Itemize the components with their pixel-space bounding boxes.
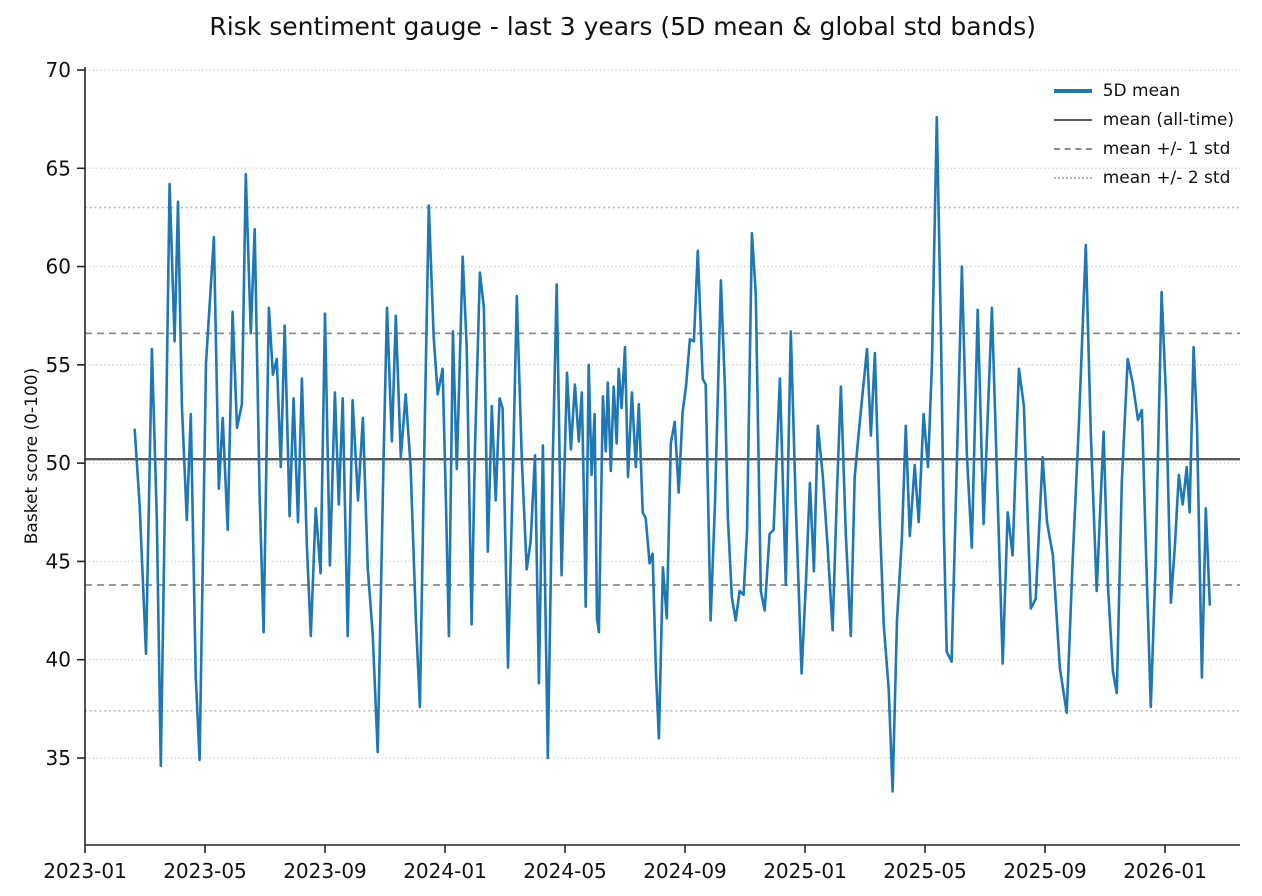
x-tick-label: 2023-05 <box>163 859 247 883</box>
y-tick-label: 65 <box>46 156 71 180</box>
x-tick-label: 2025-01 <box>763 859 847 883</box>
y-tick-label: 45 <box>46 549 71 573</box>
legend-label: mean +/- 1 std <box>1102 138 1231 159</box>
legend-line-sample-mean <box>1053 118 1092 121</box>
legend-line-sample-5d-mean <box>1053 88 1092 93</box>
series-5d-mean-line <box>133 115 1212 793</box>
y-tick-label: 70 <box>46 58 71 82</box>
legend-line-sample-2std <box>1053 176 1092 179</box>
legend-line-sample-1std <box>1053 147 1092 150</box>
legend-label: mean (all-time) <box>1102 109 1234 130</box>
legend-item-mean-2std: mean +/- 2 std <box>1053 163 1234 192</box>
y-tick-label: 50 <box>46 451 71 475</box>
y-tick-label: 40 <box>46 648 71 672</box>
y-tick-label: 35 <box>46 746 71 770</box>
x-tick-label: 2025-09 <box>1003 859 1087 883</box>
legend-label: mean +/- 2 std <box>1102 167 1231 188</box>
x-tick-label: 2024-01 <box>403 859 487 883</box>
legend: 5D mean mean (all-time) mean +/- 1 std m… <box>1053 76 1234 192</box>
y-tick-label: 60 <box>46 255 71 279</box>
x-tick-label: 2023-09 <box>283 859 367 883</box>
y-tick-label: 55 <box>46 353 71 377</box>
x-tick-label: 2024-09 <box>643 859 727 883</box>
x-tick-label: 2024-05 <box>523 859 607 883</box>
chart-title: Risk sentiment gauge - last 3 years (5D … <box>209 12 1037 41</box>
legend-item-mean-all-time: mean (all-time) <box>1053 105 1234 134</box>
legend-item-mean-1std: mean +/- 1 std <box>1053 134 1234 163</box>
x-tick-label: 2025-05 <box>883 859 967 883</box>
x-tick-label: 2023-01 <box>43 859 127 883</box>
legend-item-5d-mean: 5D mean <box>1053 76 1234 105</box>
x-tick-label: 2026-01 <box>1123 859 1207 883</box>
legend-label: 5D mean <box>1102 80 1181 101</box>
